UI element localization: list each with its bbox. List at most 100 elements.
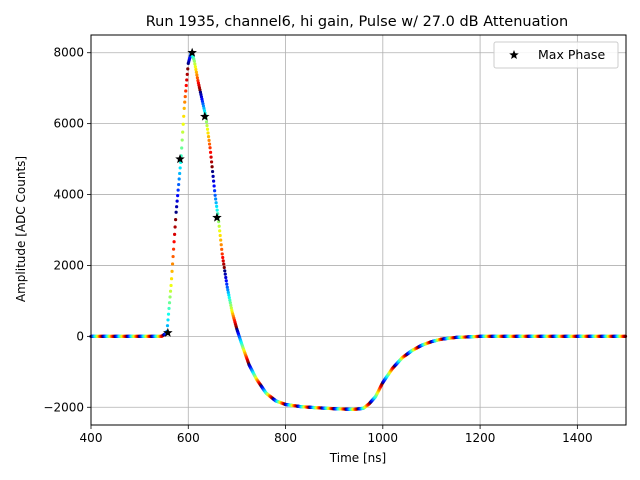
waveform-point [170,262,175,266]
waveform-point [205,123,209,128]
waveform-point [207,142,212,146]
waveform-point [213,189,217,193]
y-tick-label: 4000 [53,188,84,202]
waveform-point [206,135,211,139]
waveform-point [225,285,229,289]
max-phase-marker [187,47,197,57]
legend-label-max-phase: Max Phase [538,47,605,62]
x-tick-label: 1000 [368,431,399,445]
waveform-point [166,318,170,322]
waveform-point [176,188,180,192]
waveform-point [215,208,219,212]
waveform-point [171,247,176,251]
grid [90,35,626,425]
waveform-point [181,122,185,126]
y-tick-label: −2000 [43,400,84,414]
waveform-point [174,218,178,222]
chart-title: Run 1935, channel6, hi gain, Pulse w/ 27… [146,14,569,30]
waveform-point [173,225,177,229]
waveform-point [180,146,184,150]
waveform-point [210,169,215,174]
legend-box [493,41,619,69]
waveform-point [214,201,218,205]
waveform-point [175,205,179,209]
waveform-point [221,255,225,260]
max-phase-marker [175,154,185,164]
y-tick-label: 8000 [53,46,84,60]
waveform-point [167,301,172,305]
legend: Max Phase [493,41,619,69]
x-tick-label: 600 [177,431,200,445]
waveform-point [178,166,182,170]
y-axis: −2000 0 2000 4000 6000 8000 [43,46,91,414]
waveform-point [209,160,214,164]
waveform-point [175,199,179,203]
waveform-point [210,165,214,169]
waveform-point [181,130,185,134]
waveform-point [218,233,222,238]
waveform-point [224,279,228,283]
waveform-point [221,259,225,263]
waveform-point [222,265,226,270]
waveform-point [196,78,200,83]
x-tick-label: 400 [80,431,103,445]
waveform-point [208,146,212,150]
waveform-point [214,197,218,201]
max-phase-marker [200,111,210,121]
waveform-point [194,67,198,72]
waveform-point [182,114,186,118]
waveform-point [215,204,219,208]
waveform-point [212,184,216,188]
waveform-point [168,289,173,293]
waveform-point [229,303,233,307]
waveform-point [184,89,188,93]
waveform-point [169,283,173,288]
x-tick-label: 1400 [562,431,593,445]
waveform-point [182,106,186,110]
waveform-point [212,179,216,183]
waveform-point [185,72,189,77]
waveform-point [220,247,224,251]
waveform-point [225,282,229,286]
waveform-point [186,67,190,71]
waveform-point [177,182,181,187]
waveform-point [174,210,178,214]
x-axis-label: Time [ns] [329,451,386,465]
waveform-point [219,243,223,247]
waveform-point [193,65,197,69]
waveform-point [206,131,210,135]
waveform-point [228,298,232,302]
y-tick-label: 6000 [53,117,84,131]
waveform-point [184,83,188,88]
waveform-point [227,296,231,300]
waveform-point [167,306,171,311]
waveform-point [195,76,199,80]
legend-star-icon [509,50,519,60]
x-axis: 400 600 800 1000 1200 1400 [80,425,593,445]
waveform-point [219,238,223,242]
waveform-point [217,224,221,228]
waveform-point [218,229,222,233]
waveform-point [211,174,215,178]
waveform-point [229,306,233,310]
waveform-point [208,150,213,154]
max-phase-marker [163,327,173,337]
x-tick-label: 1200 [465,431,496,445]
waveform-point [169,277,174,281]
waveform-point [226,288,230,292]
waveform-point [223,272,227,276]
waveform-point [177,177,181,181]
waveform-point [173,232,177,236]
waveform-point [213,193,217,197]
waveform-point [165,324,170,328]
max-phase-marker [212,212,222,222]
waveform-point [224,275,228,280]
waveform-point [171,254,175,259]
x-tick-label: 800 [274,431,297,445]
waveform-point [178,171,182,176]
waveform-point [227,293,231,297]
waveform-point [209,155,213,159]
waveform-point [183,100,187,104]
waveform-point [183,94,187,99]
